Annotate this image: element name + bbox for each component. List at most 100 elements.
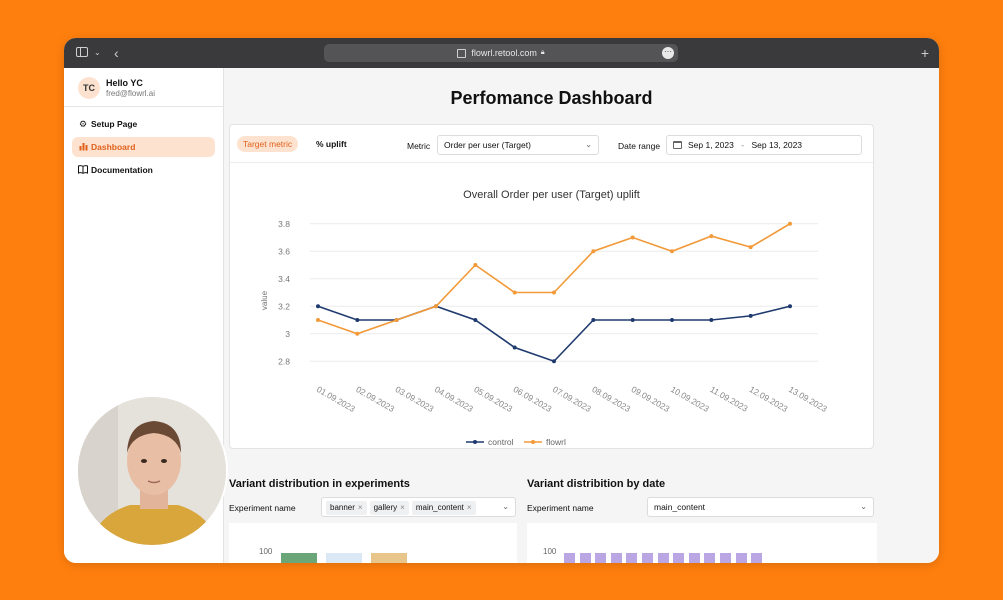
browser-titlebar: ⌄ ‹ flowrl.retool.com 🔒︎ ··· + — [64, 38, 939, 68]
bar — [751, 553, 763, 563]
data-point-control — [591, 318, 596, 322]
date-start: Sep 1, 2023 — [688, 140, 734, 150]
data-point-control — [748, 313, 753, 318]
y-tick-label: 3 — [285, 329, 290, 339]
close-icon[interactable]: × — [466, 503, 472, 512]
data-point-flowrl — [355, 331, 360, 336]
performance-card: Target metric % uplift Metric Order per … — [229, 124, 874, 449]
chevron-down-icon[interactable]: ⌄ — [94, 48, 101, 57]
page-icon — [457, 48, 467, 58]
experiment-name-label: Experiment name — [229, 503, 296, 513]
x-tick-label: 13.09.2023 — [787, 384, 829, 414]
x-tick-label: 08.09.2023 — [590, 384, 632, 414]
lock-icon: 🔒︎ — [540, 49, 545, 56]
y-tick-label: 3.2 — [278, 301, 290, 311]
date-range-picker[interactable]: Sep 1, 2023 - Sep 13, 2023 — [666, 135, 862, 155]
user-name: Hello YC — [106, 78, 143, 88]
y-tick-label: 100 — [543, 547, 557, 556]
data-point-flowrl — [788, 221, 792, 226]
bar — [657, 553, 669, 563]
new-tab-icon[interactable]: + — [920, 45, 929, 61]
sidebar-item-label: Dashboard — [91, 142, 136, 152]
user-profile[interactable]: TC Hello YC fred@flowrl.ai — [78, 77, 155, 99]
y-tick-label: 3.4 — [278, 274, 290, 284]
more-icon[interactable]: ··· — [662, 47, 674, 59]
x-tick-label: 07.09.2023 — [551, 384, 593, 414]
sidebar-item-label: Documentation — [91, 165, 153, 175]
x-tick-label: 12.09.2023 — [748, 384, 790, 414]
legend-marker-flowrl — [531, 440, 535, 444]
data-point-flowrl — [670, 249, 674, 254]
data-point-control — [670, 318, 674, 322]
x-tick-label: 09.09.2023 — [630, 384, 672, 414]
data-point-flowrl — [630, 235, 635, 240]
book-icon — [78, 164, 88, 176]
address-bar[interactable]: flowrl.retool.com 🔒︎ ··· — [324, 44, 678, 62]
tag-label: gallery — [373, 503, 398, 512]
metric-label: Metric — [407, 141, 431, 151]
tag-label: banner — [330, 503, 355, 512]
tag-gallery[interactable]: gallery × — [369, 501, 409, 515]
bar — [720, 553, 731, 563]
data-point-control — [512, 345, 517, 350]
bar — [735, 553, 747, 563]
data-point-control — [473, 318, 478, 322]
y-axis-label: value — [260, 290, 269, 310]
legend-label: control — [488, 437, 514, 447]
bar — [371, 553, 407, 563]
filter-bar: Target metric % uplift Metric Order per … — [230, 125, 873, 163]
experiments-bar-chart: 100 — [229, 523, 517, 563]
sidebar-item-documentation[interactable]: Documentation — [72, 160, 215, 180]
date-range-label: Date range — [618, 141, 661, 151]
data-point-control — [630, 318, 635, 322]
sidebar-toggle-icon[interactable] — [76, 38, 88, 68]
calendar-icon — [673, 141, 682, 149]
y-tick-label: 2.8 — [278, 356, 290, 366]
experiment-select-value: main_content — [654, 502, 706, 512]
back-icon[interactable]: ‹ — [114, 45, 119, 61]
data-point-control — [788, 304, 792, 309]
chevron-down-icon: ⌄ — [502, 502, 509, 511]
metric-select[interactable]: Order per user (Target) ⌄ — [437, 135, 599, 155]
sidebar-item-dashboard[interactable]: Dashboard — [72, 137, 215, 157]
section-title-experiments: Variant distribution in experiments — [229, 478, 410, 490]
tag-label: main_content — [415, 503, 464, 512]
x-tick-label: 05.09.2023 — [472, 384, 514, 414]
legend-label: flowrl — [546, 437, 566, 447]
chart-title: Overall Order per user (Target) uplift — [463, 189, 640, 201]
sidebar-item-setup-page[interactable]: ⚙ Setup Page — [72, 114, 215, 134]
experiment-select-date[interactable]: main_content ⌄ — [647, 497, 874, 517]
date-end: Sep 13, 2023 — [751, 140, 803, 150]
page-title: Perfomance Dashboard — [450, 88, 653, 108]
bar — [688, 553, 700, 563]
bar — [281, 553, 317, 563]
data-point-flowrl — [316, 318, 320, 322]
bar — [642, 553, 653, 563]
data-point-flowrl — [473, 263, 478, 267]
data-point-control — [316, 304, 320, 309]
data-point-control — [355, 318, 360, 322]
experiment-multiselect[interactable]: banner × gallery × main_content × ⌄ — [321, 497, 516, 517]
data-point-flowrl — [709, 234, 714, 239]
chevron-down-icon: ⌄ — [860, 502, 867, 511]
x-tick-label: 02.09.2023 — [354, 384, 396, 414]
avatar: TC — [78, 77, 100, 99]
tab-uplift[interactable]: % uplift — [316, 139, 347, 149]
legend-marker-control — [473, 440, 477, 444]
date-separator: - — [741, 140, 745, 150]
close-icon[interactable]: × — [357, 503, 363, 512]
x-tick-label: 06.09.2023 — [512, 384, 554, 414]
webcam-overlay[interactable] — [76, 395, 228, 547]
data-point-flowrl — [512, 290, 517, 295]
tag-banner[interactable]: banner × — [326, 501, 367, 515]
tag-main-content[interactable]: main_content × — [411, 501, 476, 515]
tab-target-metric[interactable]: Target metric — [237, 136, 299, 152]
y-tick-label: 3.8 — [278, 219, 290, 229]
experiment-name-label-date: Experiment name — [527, 503, 594, 513]
bar — [704, 553, 716, 563]
bar — [595, 553, 607, 563]
bar — [579, 553, 591, 563]
close-icon[interactable]: × — [400, 503, 405, 512]
data-point-control — [709, 318, 714, 322]
data-point-flowrl — [434, 304, 438, 309]
